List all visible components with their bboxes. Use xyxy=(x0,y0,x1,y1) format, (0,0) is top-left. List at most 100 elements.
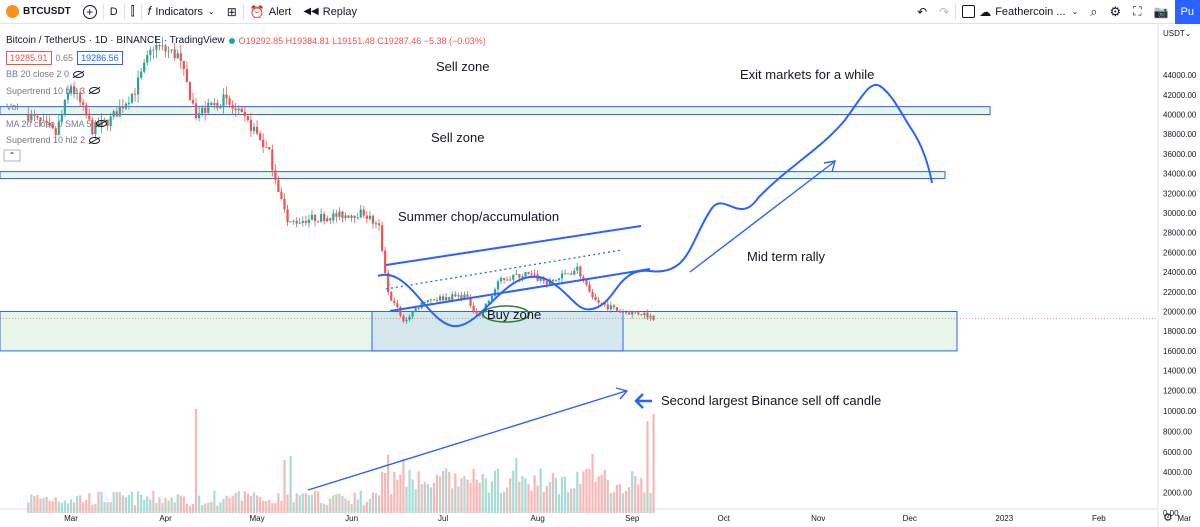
settings-button[interactable]: ⚙ xyxy=(1104,0,1128,24)
redo-button[interactable]: ↷ xyxy=(933,0,955,24)
candle-body xyxy=(353,215,356,218)
volume-bar xyxy=(48,500,51,513)
candle-body xyxy=(576,266,579,271)
volume-bar xyxy=(384,472,387,513)
compare-button[interactable]: + xyxy=(77,0,103,24)
candle-body xyxy=(618,310,622,313)
volume-bar xyxy=(588,469,591,513)
volume-bar xyxy=(118,492,121,513)
candle-body xyxy=(585,280,588,285)
volume-bar xyxy=(140,494,143,513)
symbol-label: BTCUSDT xyxy=(23,6,71,17)
candle-body xyxy=(216,102,219,109)
grid-icon: ⊞ xyxy=(226,4,237,19)
cloud-icon: ☁ xyxy=(979,4,992,19)
candle-body xyxy=(631,311,634,315)
volume-bar xyxy=(255,495,259,513)
candle-body xyxy=(72,86,76,94)
volume-bar xyxy=(191,503,195,513)
volume-trend-arrow xyxy=(307,390,627,491)
volume-bar xyxy=(185,503,188,513)
candle-body xyxy=(524,272,527,277)
volume-bar xyxy=(350,503,353,513)
volume-bar xyxy=(442,471,445,513)
candle-body xyxy=(338,211,341,217)
price-tick-label: 22000.00 xyxy=(1163,288,1197,297)
volume-bar xyxy=(606,480,609,513)
candle-body xyxy=(27,114,30,121)
candle-body xyxy=(100,119,103,127)
volume-bar xyxy=(332,495,335,513)
candle-body xyxy=(155,44,158,50)
volume-bar xyxy=(310,494,314,513)
candle-body xyxy=(371,215,375,224)
candle-body xyxy=(63,99,66,114)
candle-body xyxy=(396,303,399,308)
candle-body xyxy=(82,102,85,106)
volume-bar xyxy=(207,502,210,513)
chart-style-button[interactable]: ⫿ xyxy=(125,0,141,24)
candle-body xyxy=(39,117,42,121)
candle-body xyxy=(649,315,652,318)
volume-bar xyxy=(393,472,396,513)
candle-body xyxy=(503,277,506,280)
indicators-button[interactable]: 𝑓 Indicators ⌄ xyxy=(142,0,221,24)
candle-body xyxy=(603,302,606,305)
replay-button[interactable]: ◀◀ Replay xyxy=(297,0,363,24)
volume-bar xyxy=(496,468,500,513)
candle-body xyxy=(170,49,173,51)
volume-bar xyxy=(527,483,530,513)
volume-bar xyxy=(621,493,625,513)
undo-icon: ↶ xyxy=(917,4,928,19)
candle-body xyxy=(143,62,146,72)
candle-body xyxy=(515,274,518,275)
month-tick-label: Aug xyxy=(531,514,545,523)
candle-body xyxy=(506,279,509,281)
sell-zone-label: Sell zone xyxy=(431,130,485,145)
volume-bar xyxy=(155,502,158,513)
divider xyxy=(102,3,104,20)
volume-bar xyxy=(545,485,548,513)
candle-body xyxy=(408,316,411,320)
volume-bar xyxy=(179,495,182,513)
publish-button[interactable]: Pu xyxy=(1174,0,1200,24)
volume-bar xyxy=(362,505,365,513)
volume-bar xyxy=(100,491,103,513)
candle-body xyxy=(350,215,353,218)
volume-bar xyxy=(536,485,539,513)
sell-zone-label: Sell zone xyxy=(436,59,490,74)
layout-menu-button[interactable]: ☁ Feathercoin ... ⌄ xyxy=(956,0,1084,24)
volume-bar xyxy=(530,490,533,513)
candle-body xyxy=(570,273,573,275)
volume-bar xyxy=(106,502,109,513)
volume-bar xyxy=(316,491,320,513)
fullscreen-button[interactable]: ⛶ xyxy=(1127,0,1147,24)
month-tick-label: Mar xyxy=(64,514,78,523)
volume-bar xyxy=(194,408,198,513)
interval-button[interactable]: D xyxy=(104,0,124,24)
volume-bar xyxy=(487,492,490,513)
undo-button[interactable]: ↶ xyxy=(911,0,933,24)
snapshot-button[interactable]: 📷 xyxy=(1148,0,1175,24)
price-tick-label: 42000.00 xyxy=(1163,91,1197,100)
volume-bar xyxy=(374,493,378,513)
volume-bar xyxy=(612,492,615,513)
candle-body xyxy=(509,279,512,281)
symbol-search-button[interactable]: BTCUSDT xyxy=(0,0,77,24)
volume-bar xyxy=(448,471,451,513)
volume-bar xyxy=(469,482,472,513)
volume-bar xyxy=(411,479,414,513)
volume-bar xyxy=(591,453,594,513)
volume-bar xyxy=(82,502,85,513)
month-tick-label: Jun xyxy=(345,514,358,523)
candle-body xyxy=(426,300,429,303)
volume-trend-arrow-head xyxy=(615,387,629,400)
volume-bar xyxy=(161,502,164,513)
layouts-button[interactable]: ⊞ xyxy=(221,0,243,24)
candle-body xyxy=(310,214,314,220)
price-chart[interactable]: 0.00 2000.00 4000.00 6000.00 8000.00 10000.00… xyxy=(0,24,1200,527)
alert-button[interactable]: ⏰ Alert xyxy=(244,0,298,24)
search-button[interactable]: ⌕ xyxy=(1084,0,1103,24)
candle-body xyxy=(30,113,33,121)
candle-body xyxy=(628,312,631,315)
